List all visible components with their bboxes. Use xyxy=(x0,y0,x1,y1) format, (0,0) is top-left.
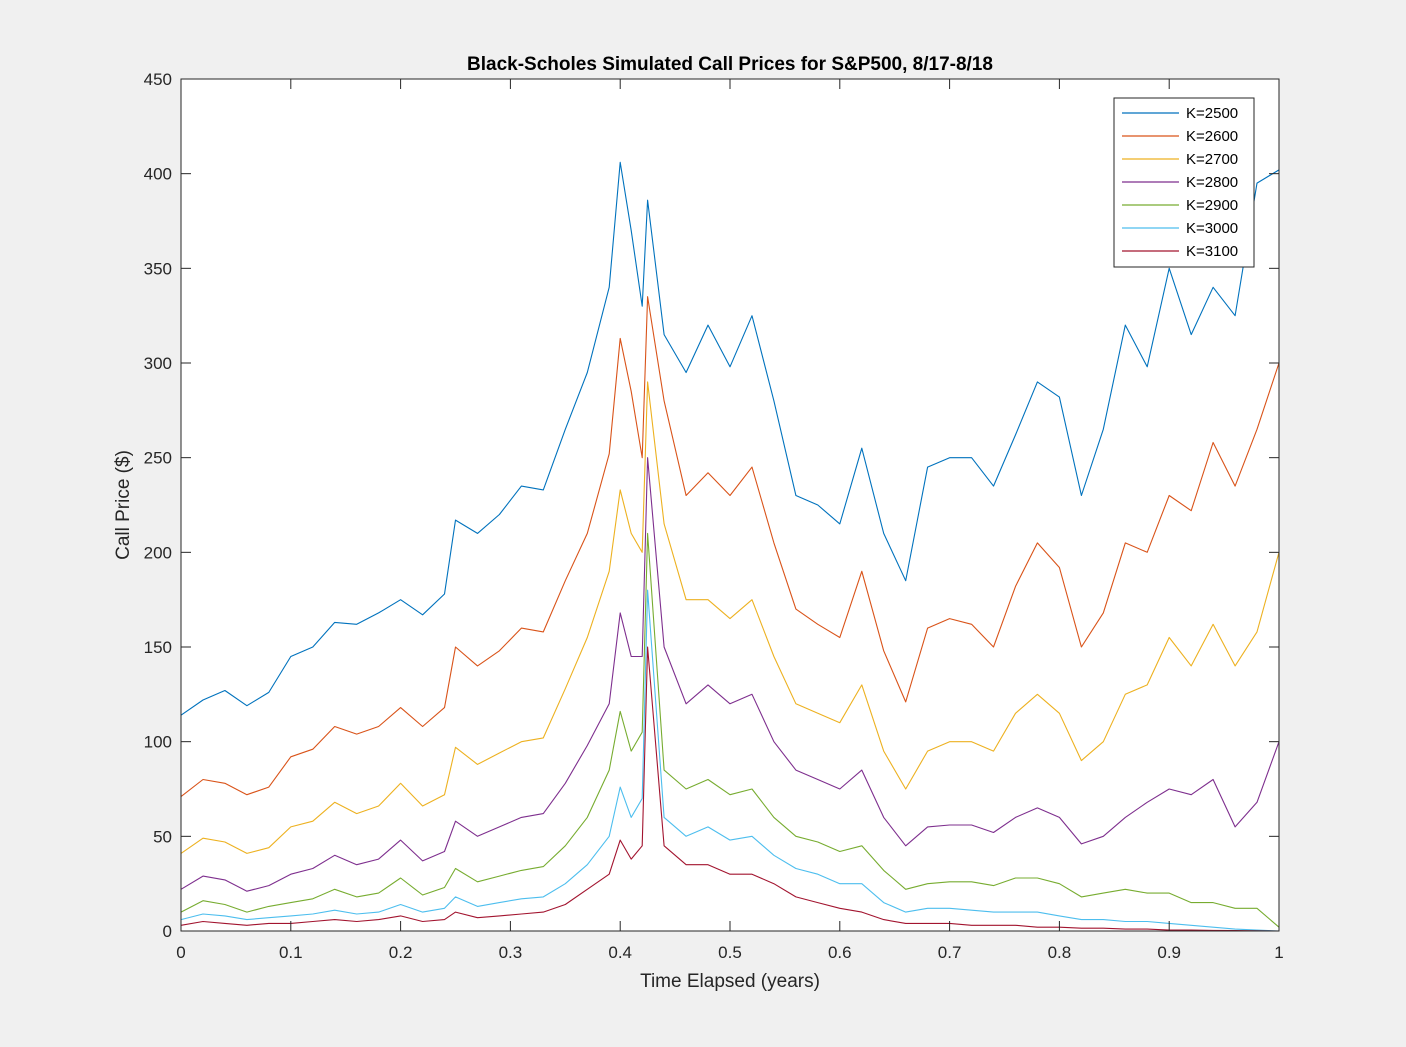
y-tick-label: 150 xyxy=(144,638,172,657)
series-line-k-3100 xyxy=(180,646,1280,932)
series-line-k-2700 xyxy=(180,381,1280,854)
y-tick-label: 300 xyxy=(144,354,172,373)
series-line-k-2800 xyxy=(180,457,1280,892)
x-tick-label: 0.7 xyxy=(938,943,962,962)
y-axis-label: Call Price ($) xyxy=(113,450,134,560)
series-line-k-2600 xyxy=(180,296,1280,798)
legend-label: K=2500 xyxy=(1186,105,1238,122)
legend-label: K=3000 xyxy=(1186,220,1238,237)
y-tick-label: 200 xyxy=(144,543,172,562)
y-tick-label: 400 xyxy=(144,165,172,184)
x-tick-label: 1 xyxy=(1274,943,1283,962)
y-tick-label: 0 xyxy=(163,922,172,941)
y-tick-label: 450 xyxy=(144,70,172,89)
x-tick-label: 0 xyxy=(176,943,185,962)
legend-label: K=2800 xyxy=(1186,174,1238,191)
x-tick-label: 0.2 xyxy=(389,943,413,962)
x-tick-label: 0.3 xyxy=(499,943,523,962)
y-tick-label: 250 xyxy=(144,449,172,468)
x-tick-label: 0.4 xyxy=(608,943,632,962)
series-line-k-3000 xyxy=(180,589,1280,932)
legend-label: K=2600 xyxy=(1186,128,1238,145)
chart-title: Black-Scholes Simulated Call Prices for … xyxy=(467,54,993,75)
x-tick-label: 0.1 xyxy=(279,943,303,962)
legend-label: K=2900 xyxy=(1186,197,1238,214)
x-tick-label: 0.5 xyxy=(718,943,742,962)
series-line-k-2500 xyxy=(180,161,1280,716)
x-tick-label: 0.6 xyxy=(828,943,852,962)
y-tick-label: 350 xyxy=(144,259,172,278)
series-layer xyxy=(180,161,1280,932)
x-axis-label: Time Elapsed (years) xyxy=(640,971,820,992)
series-line-k-2900 xyxy=(180,532,1280,928)
y-tick-label: 100 xyxy=(144,733,172,752)
tick-layer: 0 0.1 0.2 0.3 0.4 0.5 0.6 0.7 0.8 0.9 1 0 50 100 150 20… xyxy=(144,70,1284,962)
legend: K=2500 K=2600 K=2700 K=2800 K=2900 K=3000 K=31… xyxy=(1113,97,1255,268)
x-tick-label: 0.9 xyxy=(1157,943,1181,962)
y-tick-label: 50 xyxy=(153,827,172,846)
legend-label: K=2700 xyxy=(1186,151,1238,168)
x-tick-label: 0.8 xyxy=(1048,943,1072,962)
plot-area xyxy=(181,79,1279,931)
legend-label: K=3100 xyxy=(1186,243,1238,260)
